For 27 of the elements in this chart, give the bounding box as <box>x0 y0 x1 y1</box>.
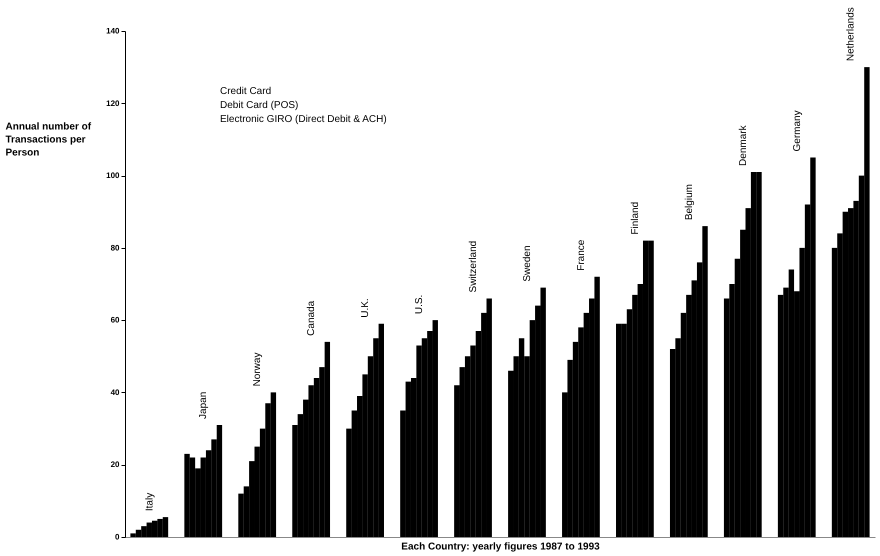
annotation: Credit Card <box>220 86 272 97</box>
annotation: Debit Card (POS) <box>220 100 298 111</box>
x-tick-label: Japan <box>198 392 210 419</box>
y-tick-label: 0 <box>115 532 120 542</box>
x-tick-label: Belgium <box>684 184 695 220</box>
x-tick-label: Sweden <box>522 245 533 282</box>
x-tick-label: Denmark <box>738 124 749 166</box>
y-tick-label: 100 <box>106 171 120 180</box>
x-tick-label: Switzerland <box>468 240 480 292</box>
x-tick-label: France <box>576 239 587 271</box>
y-tick-label: 40 <box>110 388 120 397</box>
x-tick-label: Italy <box>144 492 156 512</box>
x-tick-label: U.K. <box>360 298 372 318</box>
x-tick-label: U.S. <box>414 294 426 314</box>
x-tick-label: Netherlands <box>846 7 857 62</box>
annotation: Electronic GIRO (Direct Debit & ACH) <box>220 114 387 125</box>
y-tick-label: 60 <box>110 316 120 325</box>
y-tick-label: 80 <box>110 243 120 252</box>
y-axis-title: Annual number of Transactions per Person <box>6 122 92 158</box>
y-tick-label: 20 <box>110 460 120 470</box>
x-axis-title: Each Country: yearly figures 1987 to 1993 <box>401 542 600 552</box>
x-tick-label: Canada <box>306 300 318 336</box>
x-tick-label: Finland <box>630 202 641 235</box>
x-tick-label: Germany <box>792 110 803 152</box>
y-tick-label: 140 <box>106 26 120 36</box>
x-tick-label: Norway <box>252 352 264 386</box>
y-tick-label: 120 <box>106 98 120 108</box>
